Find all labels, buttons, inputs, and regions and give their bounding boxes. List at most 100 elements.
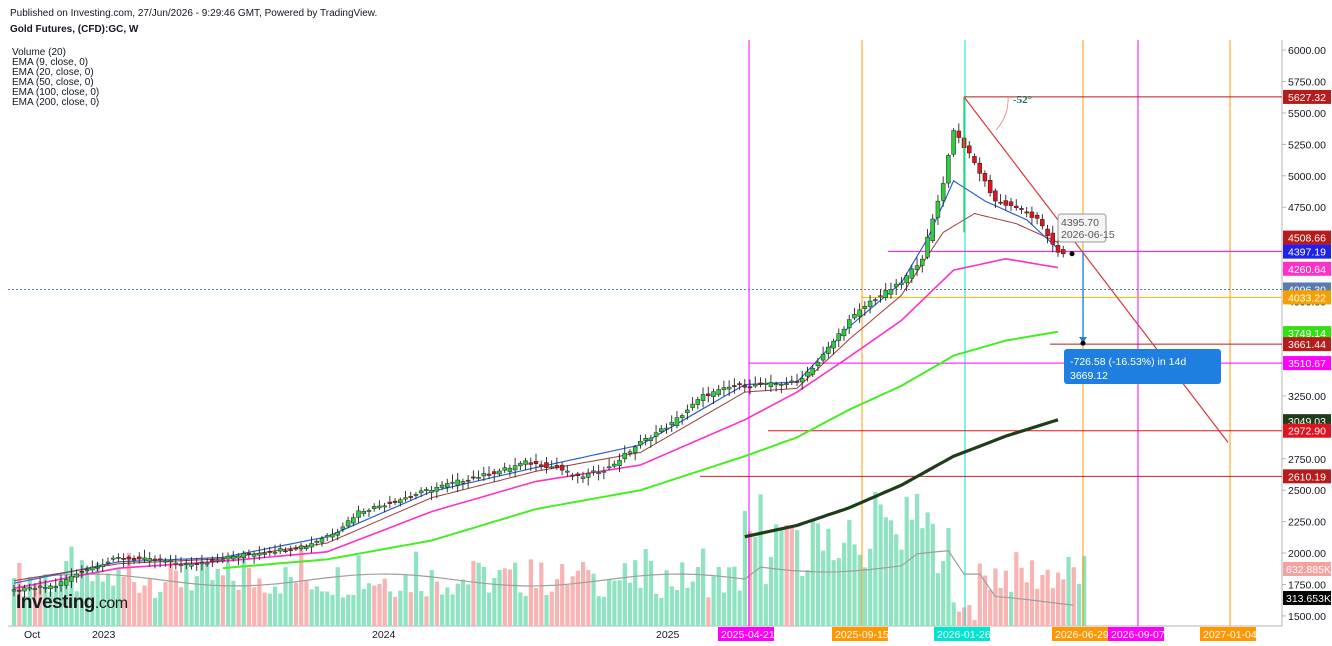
candle-body — [225, 555, 231, 560]
volume-bar — [434, 581, 440, 626]
volume-bar — [241, 551, 246, 626]
angle-arc — [995, 96, 1009, 131]
candle-body — [752, 383, 758, 387]
volume-bar — [424, 596, 429, 626]
price-tag-label: 4397.19 — [1288, 247, 1326, 259]
volume-bar — [737, 590, 742, 626]
date-marker-bg — [1052, 627, 1108, 641]
volume-bar — [226, 562, 231, 626]
candle-body — [570, 474, 575, 477]
candle-body — [131, 557, 137, 561]
volume-bar — [293, 582, 299, 626]
indicator-ema-9[interactable]: EMA (9, close, 0) — [12, 57, 89, 68]
indicator-ema-100[interactable]: EMA (100, close, 0) — [12, 87, 100, 98]
volume-bar — [1066, 556, 1071, 626]
volume-bar — [262, 592, 267, 626]
indicator-ema-20[interactable]: EMA (20, close, 0) — [12, 67, 94, 78]
angle-label: -52° — [1013, 94, 1032, 106]
x-tick-label: 2023 — [92, 629, 116, 641]
volume-bar — [977, 563, 982, 626]
candle-body — [194, 563, 199, 565]
candle-body — [674, 417, 680, 426]
measure-end-point — [1080, 340, 1086, 346]
candle-body — [617, 460, 622, 467]
volume-bar — [168, 560, 173, 626]
volume-bar — [1076, 583, 1082, 626]
volume-bar — [481, 567, 486, 626]
candle-body — [601, 470, 607, 473]
volume-bar — [58, 577, 64, 626]
candle-body — [450, 481, 455, 484]
volume-bar — [445, 587, 450, 626]
candle-body — [382, 505, 387, 508]
price-tag-label: 3661.44 — [1288, 339, 1326, 351]
candle-body — [272, 551, 278, 554]
candle-body — [32, 588, 38, 590]
candle-body — [779, 383, 784, 386]
candle-body — [920, 258, 925, 266]
volume-bar — [487, 592, 492, 626]
volume-bar — [1040, 574, 1045, 626]
volume-bar — [789, 527, 794, 626]
volume-bar — [779, 529, 784, 626]
volume-bar — [878, 504, 883, 626]
candle-body — [314, 540, 320, 543]
measure-arrowhead — [1079, 337, 1087, 344]
volume-bar — [440, 594, 445, 626]
candle-body — [413, 494, 419, 496]
candle-body — [288, 549, 293, 551]
candle-body — [486, 473, 492, 476]
volume-bar — [534, 587, 539, 626]
volume-bar — [565, 584, 570, 626]
y-tick-label: 1750.00 — [1288, 580, 1326, 592]
volume-bar — [1014, 552, 1019, 626]
volume-bar — [215, 568, 220, 626]
volume-bar — [988, 589, 993, 626]
measure-price-label: 3669.12 — [1070, 370, 1108, 382]
y-tick-label: 1500.00 — [1288, 611, 1326, 623]
investing-logo: Investing.com — [16, 592, 128, 614]
volume-bar — [701, 548, 706, 626]
volume-bar — [429, 570, 434, 626]
volume-bar — [199, 560, 205, 626]
volume-bar — [152, 597, 158, 626]
volume-bar — [883, 517, 888, 626]
candle-body — [319, 538, 325, 543]
candle-body — [37, 585, 43, 588]
volume-bar — [111, 585, 116, 626]
candle-body — [178, 564, 184, 567]
candle-body — [612, 463, 617, 467]
volume-bar — [299, 544, 304, 626]
y-tick-label: 2000.00 — [1288, 548, 1326, 560]
candle-body — [387, 501, 393, 504]
candle-body — [789, 380, 795, 383]
volume-bar — [1035, 588, 1040, 626]
price-tag-bg — [1283, 244, 1331, 259]
indicator-ema-200[interactable]: EMA (200, close, 0) — [12, 97, 100, 108]
volume-bar — [852, 544, 857, 626]
volume-bar — [330, 594, 335, 626]
published-note: Published on Investing.com, 27/Jun/2026 … — [10, 8, 378, 19]
volume-bar — [27, 576, 32, 626]
volume-bar — [267, 593, 272, 626]
indicator-volume[interactable]: Volume (20) — [12, 47, 66, 58]
candle-body — [679, 415, 685, 419]
candle-body — [1034, 214, 1040, 219]
candle-body — [1013, 205, 1019, 208]
candle-body — [157, 558, 163, 561]
candle-body — [883, 290, 888, 299]
volume-bar — [309, 589, 314, 626]
candle-body — [471, 476, 476, 479]
volume-bar — [748, 531, 753, 626]
volume-bar — [941, 561, 946, 626]
volume-bar — [523, 595, 528, 626]
volume-bar — [413, 551, 419, 626]
volume-bar — [669, 586, 674, 626]
candle-body — [1019, 208, 1024, 210]
indicator-ema-50[interactable]: EMA (50, close, 0) — [12, 77, 94, 88]
date-marker-bg — [1200, 627, 1256, 641]
volume-bar — [680, 562, 685, 626]
candle-body — [251, 553, 257, 557]
volume-bar — [549, 591, 554, 626]
